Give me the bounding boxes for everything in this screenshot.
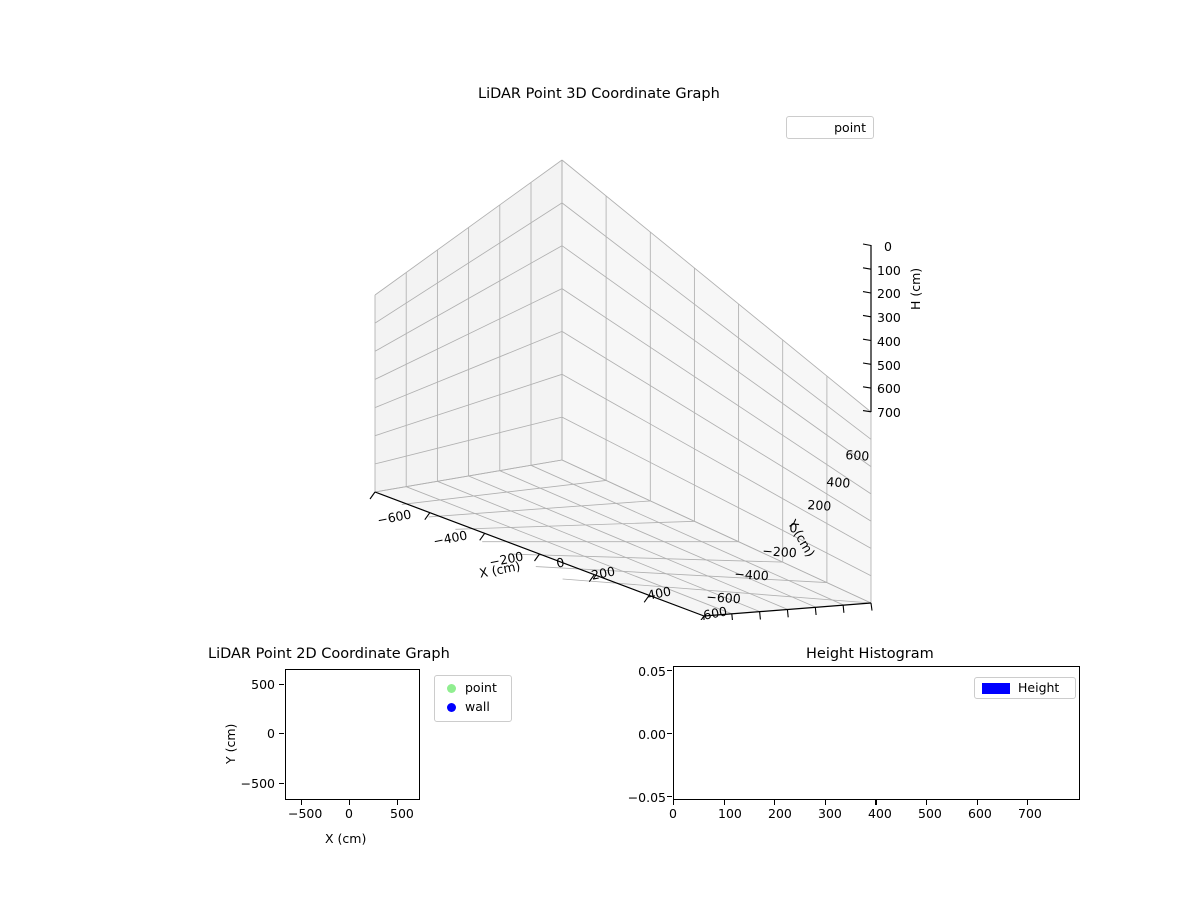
tick-x2d-0: −500 <box>288 806 323 821</box>
tick-xhist-1: 100 <box>718 806 742 821</box>
tickmark-x2d-2 <box>397 800 399 805</box>
tickmark-xhist-5 <box>926 800 928 805</box>
tick-y3d-4: 200 <box>806 497 832 514</box>
tick-yhist-2: −0.05 <box>627 790 666 805</box>
tickmark-xhist-2 <box>774 800 776 805</box>
tickmark-xhist-3 <box>824 800 826 805</box>
tick-y2d-1: 0 <box>267 726 275 741</box>
legend-entry-point-2d: point <box>435 679 511 699</box>
tick-z3d-4: 400 <box>877 334 901 349</box>
tickmarks-x-3d <box>369 491 705 620</box>
tick-xhist-6: 600 <box>968 806 992 821</box>
tickmark-y2d-0 <box>279 683 284 685</box>
legend-marker-wall-2d <box>447 703 456 712</box>
plot2d-xlabel: X (cm) <box>325 831 367 846</box>
tickmark-xhist-1 <box>723 800 725 805</box>
tick-z3d-5: 500 <box>877 358 901 373</box>
tick-z3d-2: 200 <box>877 286 901 301</box>
histogram-title: Height Histogram <box>806 646 934 662</box>
tick-x2d-2: 500 <box>390 806 414 821</box>
plot3d-title: LiDAR Point 3D Coordinate Graph <box>478 86 720 102</box>
tickmark-xhist-7 <box>1027 800 1029 805</box>
plot2d-axes[interactable] <box>285 669 420 800</box>
plot3d-legend: point <box>786 116 874 139</box>
pane-bottom <box>375 460 871 616</box>
tick-z3d-6: 600 <box>877 381 901 396</box>
tick-y2d-0: 500 <box>251 677 275 692</box>
tick-yhist-1: 0.00 <box>638 727 666 742</box>
tickmark-x2d-0 <box>301 800 303 805</box>
plot2d-ylabel: Y (cm) <box>223 723 238 764</box>
tickmark-y2d-1 <box>279 733 284 735</box>
plot3d-zlabel: H (cm) <box>908 267 923 310</box>
tick-yhist-0: 0.05 <box>638 664 666 679</box>
pane-right <box>562 160 871 603</box>
tickmark-yhist-0 <box>667 670 672 672</box>
plot3d-canvas <box>369 159 873 620</box>
tick-xhist-3: 300 <box>818 806 842 821</box>
tick-z3d-0: 0 <box>884 239 892 254</box>
tick-y3d-0: −600 <box>705 589 742 607</box>
tick-y3d-2: −200 <box>761 543 798 561</box>
tick-z3d-1: 100 <box>877 263 901 278</box>
tickmarks-z-3d <box>862 243 872 413</box>
plot2d-legend: point wall <box>434 675 512 722</box>
grid-lines-3d <box>374 159 872 617</box>
tick-xhist-5: 500 <box>918 806 942 821</box>
tickmark-x2d-1 <box>349 800 351 805</box>
tick-xhist-0: 0 <box>669 806 677 821</box>
tickmarks-y-3d <box>703 602 873 620</box>
legend-patch-height <box>982 683 1010 694</box>
tick-z3d-3: 300 <box>877 310 901 325</box>
tick-xhist-2: 200 <box>768 806 792 821</box>
tick-xhist-7: 700 <box>1018 806 1042 821</box>
histogram-legend: Height <box>974 677 1076 699</box>
plot2d-title: LiDAR Point 2D Coordinate Graph <box>208 646 450 662</box>
legend-label-wall-2d: wall <box>465 699 490 714</box>
legend-label-height: Height <box>1018 680 1060 695</box>
plot3d-axes[interactable] <box>330 140 910 620</box>
tick-z3d-7: 700 <box>877 405 901 420</box>
legend-label-point-3d: point <box>834 120 866 135</box>
tickmark-yhist-1 <box>667 733 672 735</box>
tick-x2d-1: 0 <box>345 806 353 821</box>
tick-y3d-6: 600 <box>844 447 870 464</box>
tickmark-xhist-0 <box>673 800 675 805</box>
legend-entry-wall-2d: wall <box>435 698 511 718</box>
legend-marker-point-3d <box>797 126 802 131</box>
tick-y3d-5: 400 <box>825 474 851 491</box>
tickmark-xhist-6 <box>976 800 978 805</box>
tickmark-xhist-4 <box>875 800 877 805</box>
tick-y3d-1: −400 <box>733 566 770 584</box>
tickmark-y2d-2 <box>279 782 284 784</box>
legend-marker-point-2d <box>447 684 456 693</box>
tickmark-yhist-2 <box>667 796 672 798</box>
legend-label-point-2d: point <box>465 680 497 695</box>
tick-y2d-2: −500 <box>240 776 275 791</box>
tick-xhist-4: 400 <box>868 806 892 821</box>
